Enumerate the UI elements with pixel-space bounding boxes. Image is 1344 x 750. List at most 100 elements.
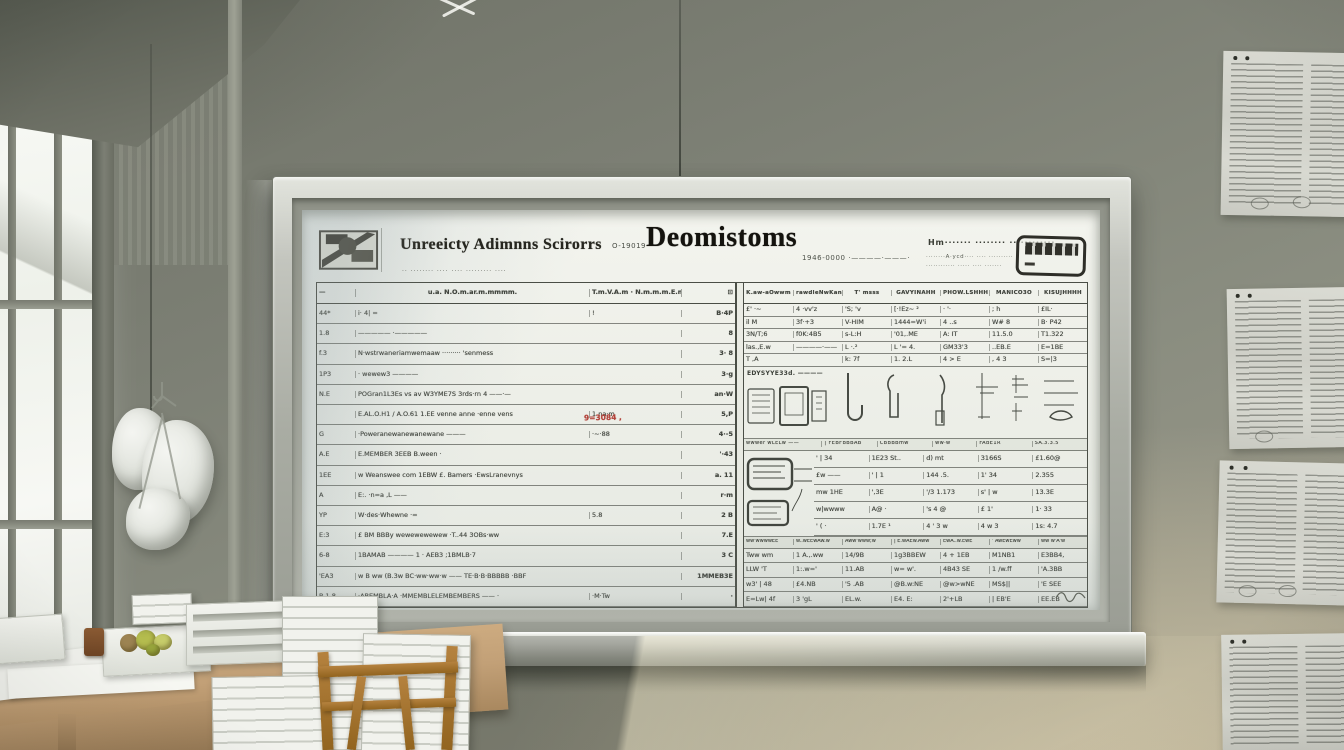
- cell: 2'+LB: [940, 595, 989, 603]
- cell: k: 7f: [842, 356, 891, 364]
- header-cell: T.m.V.A.m · N.m.m.m.E.m: [589, 289, 681, 297]
- pin-dot: [1230, 639, 1235, 644]
- table-row: G ·Poweranewanewanewane ——— ·~·88 4·-5: [317, 425, 735, 446]
- cell: E3BB4,: [1038, 551, 1087, 559]
- cell: 'S; 'v: [842, 306, 891, 314]
- cell: LLW 'T: [746, 566, 767, 574]
- wall-molding: [228, 0, 242, 750]
- table-row: 1.8 ————— ·————— 8: [317, 324, 735, 345]
- row-label: 1BAMAB ———— 1 · AEB3 ;1BMLB·7: [355, 552, 589, 560]
- stamp-mark: [1024, 262, 1035, 266]
- cell: ; h: [989, 306, 1038, 314]
- cell: V-HIM: [842, 318, 891, 326]
- label-cell: CBBBBmw: [876, 441, 932, 447]
- row-value: 8: [681, 330, 735, 338]
- row-code: A: [319, 491, 324, 499]
- header-right-line: ············ ····· ···· ·······: [926, 263, 1002, 269]
- diagram-row: EDYSYYE33d. ————: [744, 367, 1087, 439]
- row-value: an·W: [681, 390, 735, 398]
- paper-text-lines: [1228, 62, 1304, 207]
- table-row: 44* i· 4| = ! B·4P: [317, 304, 735, 325]
- row-label: ·ABEMBLA·A ·MMEMBLELEMBEMBERS —— ·: [355, 592, 589, 601]
- left-header-row: — u.a. N.O.m.ar.m.mmmm. T.m.V.A.m · N.m.…: [317, 283, 735, 304]
- paper-text-lines: [1308, 298, 1344, 438]
- cell: E=Lw| 4f: [746, 595, 776, 603]
- header-cell: PHOW.LSHHH: [940, 289, 989, 297]
- table-row: w|wwww A@ · 's 4 @ £ 1' 1· 33: [814, 502, 1087, 519]
- cell: A@ ·: [868, 505, 924, 514]
- table-row: N.E POGran1L3Es vs av W3YME7S 3rds·rn 4 …: [317, 385, 735, 406]
- pin-dot: [1233, 56, 1238, 61]
- pinned-paper: [1216, 460, 1344, 606]
- row-code: 44*: [319, 310, 331, 318]
- paper-text-lines: [1234, 299, 1304, 439]
- table-row: ' ( · 1.7E ¹ 4 ' 3 w 4 w 3 1s: 4.7: [814, 519, 1087, 536]
- doc-number: O-19019: [612, 242, 646, 250]
- table-row: LLW 'T 1:.w=' 11.AB w= w'. 4B43 SE 1 /w.…: [744, 563, 1087, 578]
- window-mullion: [0, 300, 96, 309]
- wall-wire: [150, 44, 152, 414]
- row-label: E:. ·n=a ,L ——: [355, 491, 589, 499]
- board-table: — u.a. N.O.m.ar.m.mmmm. T.m.V.A.m · N.m.…: [316, 282, 1088, 608]
- row-value: 7.E: [681, 532, 735, 540]
- header-right-line: ········A·ycd···· ···· ··········: [926, 254, 1014, 260]
- board-sheet: Unreeicty Adimnns Scirorrs ·· ········ ·…: [302, 210, 1100, 610]
- row-mid-value: 1 na·m: [589, 411, 681, 419]
- row-value: '·43: [681, 451, 735, 459]
- row-label: POGran1L3Es vs av W3YME7S 3rds·rn 4 ——·—: [355, 390, 589, 398]
- row-value: 2 B: [681, 512, 735, 520]
- cell: mw 1HE: [816, 488, 843, 496]
- paper-organizer: [186, 600, 292, 666]
- cell: ',3E: [868, 488, 924, 497]
- header-cell: ⊡: [681, 289, 735, 297]
- cell: '01,.ME: [891, 331, 940, 339]
- table-row: A.E E.MEMBER 3EEB B.ween · '·43: [317, 445, 735, 466]
- window-mullion: [54, 24, 62, 700]
- row-code: E:3: [319, 532, 330, 540]
- header-cell: KISUJHHHH: [1038, 289, 1087, 297]
- paper-scribble: [1255, 430, 1274, 443]
- main-title: Deomistoms: [646, 222, 798, 253]
- white-box: [0, 613, 66, 665]
- cell: GM33'3: [940, 343, 989, 351]
- cell: '/3 1.173: [923, 488, 978, 497]
- mid-label-row: wwwer wLELw —— | FEBFBBBAB CBBBBmw ww·w FABE…: [744, 438, 1087, 451]
- organizer-slot: [193, 611, 285, 622]
- row-label: i· 4| =: [355, 310, 589, 318]
- row-code: 6-8: [319, 552, 330, 560]
- book-stack: [131, 592, 193, 626]
- window-mullion: [8, 24, 16, 700]
- row-mid-value: ·~·88: [589, 431, 681, 439]
- cell: , 4 3: [989, 356, 1038, 364]
- left-rows: 44* i· 4| = ! B·4P 1.8 ————— ·————— 8 f.…: [317, 304, 735, 608]
- cell: 1 A.,.ww: [793, 551, 842, 559]
- cell: ————·——: [793, 343, 842, 351]
- row-label: E.MEMBER 3EEB B.ween ·: [355, 451, 589, 459]
- cell: 3 'gL: [793, 595, 842, 603]
- diagram-label: EDYSYYE33d. ————: [747, 369, 823, 377]
- table-row: 3N/T;6 f0K:4B5 s-L:H '01,.ME A: IT 11.5.…: [744, 329, 1087, 342]
- org-title: Unreeicty Adimnns Scirorrs: [400, 236, 602, 253]
- table-row: £w —— ' | 1 144 .5. 1' 34 2.355: [814, 468, 1087, 485]
- paper-scribble: [1278, 584, 1297, 598]
- row-label: W·des·Whewne ·=: [355, 512, 589, 520]
- cell: Tww wm: [746, 551, 774, 559]
- table-row: T ,A k: 7f 1. 2.L 4 > E , 4 3 S=|3: [744, 354, 1087, 367]
- cell: [·!Ez~ ²: [891, 306, 940, 314]
- cell: E=1BE: [1038, 343, 1087, 351]
- cell: 1 /w.ff: [989, 566, 1038, 574]
- pin-dot: [1229, 465, 1234, 470]
- cell: las.,E.w: [746, 343, 771, 351]
- table-left-half: — u.a. N.O.m.ar.m.mmmm. T.m.V.A.m · N.m.…: [317, 283, 737, 608]
- paper-scribble: [1238, 584, 1257, 598]
- cell: ' | 1: [868, 471, 924, 480]
- cell: 1. 2.L: [891, 356, 940, 364]
- header-cell: K.aw-aOwwm: [746, 289, 791, 296]
- table-row: il M 3f·+3 V-HIM 1444=W'i 4 ..s W# 8 B· …: [744, 317, 1087, 329]
- row-label: w Weanswee com 1EBW £. Bamers ·EwsLranev…: [355, 471, 589, 479]
- table-row: £' ·~ 4 ·vv'z 'S; 'v [·!Ez~ ² · '· ; h £…: [744, 304, 1087, 317]
- header-cell: ' AwEwEww: [989, 539, 1038, 545]
- desk-leg: [58, 714, 76, 750]
- table-row: YP W·des·Whewne ·= 5.8 2 B: [317, 506, 735, 527]
- row-code: 1P3: [319, 370, 332, 378]
